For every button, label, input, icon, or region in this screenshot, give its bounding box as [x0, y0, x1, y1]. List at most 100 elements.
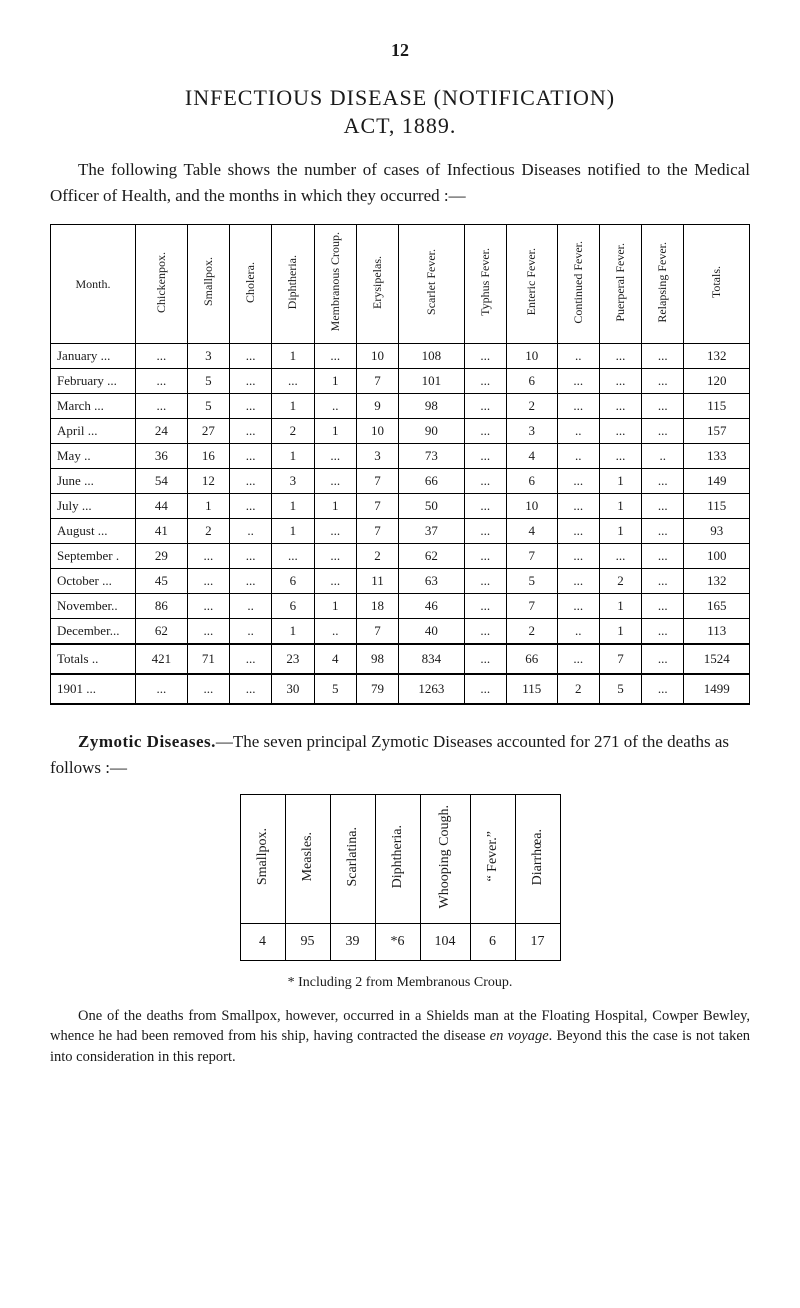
year-value: 115 [506, 674, 557, 704]
value-cell: 45 [136, 569, 188, 594]
value-cell: 10 [356, 344, 398, 369]
value-cell: 1 [314, 494, 356, 519]
zcol-measles: Measles. [285, 795, 330, 924]
value-cell: 6 [506, 369, 557, 394]
month-cell: May .. [51, 444, 136, 469]
zcol-smallpox: Smallpox. [240, 795, 285, 924]
value-cell: ... [464, 519, 506, 544]
value-cell: 11 [356, 569, 398, 594]
value-cell: 10 [506, 494, 557, 519]
value-cell: ... [642, 419, 684, 444]
value-cell: 4 [506, 519, 557, 544]
totals-value: ... [230, 644, 272, 674]
value-cell: 115 [684, 494, 750, 519]
col-relapsing-fever: Relapsing Fever. [642, 225, 684, 344]
zcol-whooping-cough: Whooping Cough. [420, 795, 470, 924]
value-cell: ... [187, 619, 229, 645]
table-row: February ......5......17101...6.........… [51, 369, 750, 394]
value-cell: ... [642, 394, 684, 419]
month-cell: December... [51, 619, 136, 645]
table-header-row: Month. Chickenpox. Smallpox. Cholera. Di… [51, 225, 750, 344]
value-cell: 113 [684, 619, 750, 645]
value-cell: 1 [314, 369, 356, 394]
value-cell: ... [642, 519, 684, 544]
value-cell: ... [464, 569, 506, 594]
value-cell: ... [464, 369, 506, 394]
value-cell: 1 [272, 519, 314, 544]
value-cell: 108 [399, 344, 465, 369]
value-cell: 27 [187, 419, 229, 444]
col-typhus-fever: Typhus Fever. [464, 225, 506, 344]
value-cell: ... [599, 394, 641, 419]
totals-value: 4 [314, 644, 356, 674]
value-cell: 1 [599, 469, 641, 494]
value-cell: 5 [187, 369, 229, 394]
value-cell: 37 [399, 519, 465, 544]
zval-diphtheria: *6 [375, 924, 420, 961]
totals-value: 66 [506, 644, 557, 674]
value-cell: ... [136, 369, 188, 394]
month-cell: April ... [51, 419, 136, 444]
totals-value: ... [557, 644, 599, 674]
value-cell: 133 [684, 444, 750, 469]
value-cell: ... [464, 394, 506, 419]
value-cell: 93 [684, 519, 750, 544]
value-cell: 41 [136, 519, 188, 544]
value-cell: 2 [506, 619, 557, 645]
value-cell: ... [230, 544, 272, 569]
table-row: August ...412..1...737...4...1...93 [51, 519, 750, 544]
intro-paragraph: The following Table shows the number of … [50, 157, 750, 208]
value-cell: 100 [684, 544, 750, 569]
value-cell: ... [599, 419, 641, 444]
table-row: October ...45......6...1163...5...2...13… [51, 569, 750, 594]
value-cell: ... [642, 369, 684, 394]
value-cell: 86 [136, 594, 188, 619]
value-cell: 1 [272, 344, 314, 369]
value-cell: .. [642, 444, 684, 469]
value-cell: ... [642, 594, 684, 619]
value-cell: ... [314, 544, 356, 569]
value-cell: .. [557, 619, 599, 645]
table-row: January ......3...1...10108...10........… [51, 344, 750, 369]
value-cell: 2 [187, 519, 229, 544]
value-cell: .. [230, 519, 272, 544]
zymotic-header-row: Smallpox. Measles. Scarlatina. Diphtheri… [240, 795, 560, 924]
value-cell: 18 [356, 594, 398, 619]
title-line-2: ACT, 1889. [50, 113, 750, 139]
month-cell: February ... [51, 369, 136, 394]
zval-diarrhoea: 17 [515, 924, 560, 961]
value-cell: ... [230, 419, 272, 444]
value-cell: 9 [356, 394, 398, 419]
value-cell: ... [314, 569, 356, 594]
zcol-diphtheria: Diphtheria. [375, 795, 420, 924]
year-value: ... [136, 674, 188, 704]
value-cell: 132 [684, 569, 750, 594]
totals-value: 23 [272, 644, 314, 674]
zymotic-paragraph: Zymotic Diseases.—The seven principal Zy… [50, 729, 750, 780]
value-cell: 6 [272, 569, 314, 594]
value-cell: ... [464, 344, 506, 369]
value-cell: ... [642, 544, 684, 569]
value-cell: ... [136, 344, 188, 369]
value-cell: 3 [187, 344, 229, 369]
value-cell: ... [230, 394, 272, 419]
value-cell: 115 [684, 394, 750, 419]
zcol-scarlatina: Scarlatina. [330, 795, 375, 924]
value-cell: .. [557, 444, 599, 469]
value-cell: ... [230, 444, 272, 469]
value-cell: 1 [272, 444, 314, 469]
value-cell: 73 [399, 444, 465, 469]
value-cell: .. [230, 619, 272, 645]
year-label: 1901 ... [51, 674, 136, 704]
value-cell: 1 [599, 619, 641, 645]
month-cell: March ... [51, 394, 136, 419]
value-cell: 54 [136, 469, 188, 494]
year-value: 1499 [684, 674, 750, 704]
value-cell: 4 [506, 444, 557, 469]
value-cell: ... [230, 369, 272, 394]
value-cell: 2 [506, 394, 557, 419]
col-continued-fever: Continued Fever. [557, 225, 599, 344]
value-cell: ... [464, 619, 506, 645]
value-cell: ... [272, 369, 314, 394]
value-cell: ... [314, 519, 356, 544]
